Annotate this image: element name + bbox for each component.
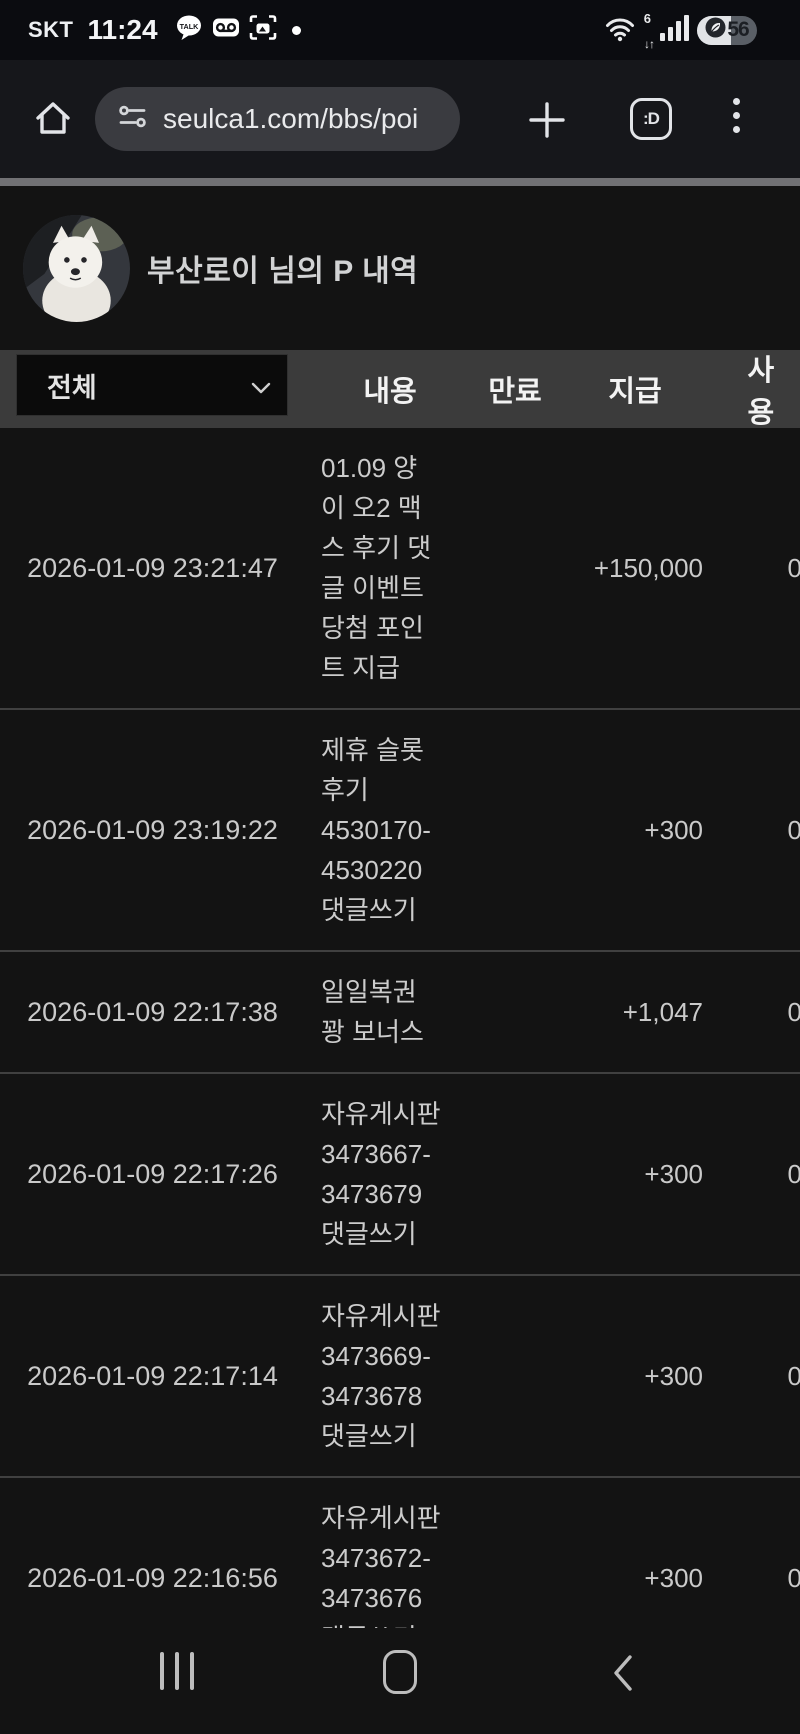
page-title: 부산로이 님의 P 내역	[147, 255, 419, 288]
table-row: 2026-01-09 22:17:26 자유게시판 3473667- 34736…	[0, 1072, 800, 1274]
row-content: 자유게시판 3473667- 3473679 댓글쓰기	[321, 1099, 441, 1249]
new-tab-button[interactable]	[527, 100, 567, 145]
tab-count-label: :D	[643, 109, 660, 128]
row-content: 일일복권 꽝 보너스	[321, 977, 424, 1047]
row-expire	[475, 1094, 555, 1254]
row-paid: +150,000	[593, 552, 703, 583]
notification-dot	[291, 25, 301, 35]
table-row: 2026-01-09 23:21:47 01.09 양 이 오2 맥 스 후기 …	[0, 428, 800, 708]
row-date: 2026-01-09 22:17:38	[27, 996, 278, 1027]
row-paid: +300	[644, 1158, 703, 1189]
profile-header: 부산로이 님의 P 내역	[0, 186, 800, 350]
filter-selected-value: 전체	[47, 372, 97, 403]
home-button[interactable]	[31, 97, 75, 146]
row-expire	[475, 730, 555, 930]
wifi-traffic-arrows: ↓↑	[644, 37, 655, 51]
row-date: 2026-01-09 22:17:26	[27, 1158, 278, 1189]
row-expire	[475, 448, 555, 688]
row-used: 0	[787, 1158, 800, 1189]
table-header-band: 전체 내용 만료 지급 사용	[0, 350, 800, 429]
column-header-paid: 지급	[608, 376, 662, 408]
carrier-label: SKT	[28, 17, 74, 42]
site-settings-icon[interactable]	[117, 101, 148, 137]
status-clock: 11:24	[87, 14, 158, 45]
table-row: 2026-01-09 22:17:38 일일복권 꽝 보너스 +1,047 0	[0, 950, 800, 1072]
battery-indicator: 56	[697, 15, 757, 45]
kakaotalk-icon: TALK	[176, 14, 203, 46]
row-used: 0	[787, 552, 800, 583]
column-header-content: 내용	[363, 376, 417, 408]
battery-percent-label: 56	[727, 18, 749, 41]
chevron-down-icon	[251, 381, 271, 399]
svg-text:TALK: TALK	[179, 22, 198, 31]
voicemail-icon	[212, 14, 240, 46]
nav-home-button[interactable]	[383, 1650, 417, 1694]
row-used: 0	[787, 996, 800, 1027]
screenshot-icon	[249, 14, 277, 46]
tab-switcher-button[interactable]: :D	[630, 98, 672, 140]
url-bar[interactable]: seulca1.com/bbs/poi	[95, 87, 460, 151]
row-paid: +1,047	[622, 996, 703, 1027]
row-content: 01.09 양 이 오2 맥 스 후기 댓 글 이벤트 당첨 포인 트 지급	[321, 453, 432, 683]
recents-button[interactable]	[160, 1652, 194, 1690]
row-used: 0	[787, 814, 800, 845]
row-paid: +300	[644, 1562, 703, 1593]
row-expire	[475, 1296, 555, 1456]
point-history-table: 2026-01-09 23:21:47 01.09 양 이 오2 맥 스 후기 …	[0, 428, 800, 1678]
row-content: 제휴 슬롯 후기 4530170- 4530220 댓글쓰기	[321, 735, 431, 925]
table-row: 2026-01-09 23:19:22 제휴 슬롯 후기 4530170- 45…	[0, 708, 800, 950]
column-header-expire: 만료	[488, 376, 542, 408]
avatar	[23, 214, 130, 322]
signal-strength-icon	[660, 13, 690, 47]
row-used: 0	[787, 1360, 800, 1391]
wifi-icon: 6 ↓↑	[605, 11, 655, 51]
back-button[interactable]	[612, 1654, 634, 1697]
row-used: 0	[787, 1562, 800, 1593]
browser-toolbar: seulca1.com/bbs/poi :D	[0, 60, 800, 178]
row-paid: +300	[644, 814, 703, 845]
power-saving-leaf-icon	[705, 17, 726, 43]
row-date: 2026-01-09 23:19:22	[27, 814, 278, 845]
row-date: 2026-01-09 22:17:14	[27, 1360, 278, 1391]
toolbar-page-divider	[0, 178, 800, 186]
filter-select[interactable]: 전체	[16, 354, 288, 416]
browser-menu-button[interactable]	[731, 96, 742, 135]
column-header-used: 사용	[747, 355, 775, 429]
row-date: 2026-01-09 23:21:47	[27, 552, 278, 583]
android-nav-bar	[0, 1628, 800, 1734]
row-paid: +300	[644, 1360, 703, 1391]
wifi-6-badge: 6	[643, 11, 651, 26]
url-text[interactable]: seulca1.com/bbs/poi	[163, 103, 419, 134]
row-expire	[475, 972, 555, 1052]
table-row: 2026-01-09 22:17:14 자유게시판 3473669- 34736…	[0, 1274, 800, 1476]
row-content: 자유게시판 3473669- 3473678 댓글쓰기	[321, 1301, 441, 1451]
status-bar: SKT 11:24 TALK	[0, 0, 800, 60]
row-date: 2026-01-09 22:16:56	[27, 1562, 278, 1593]
